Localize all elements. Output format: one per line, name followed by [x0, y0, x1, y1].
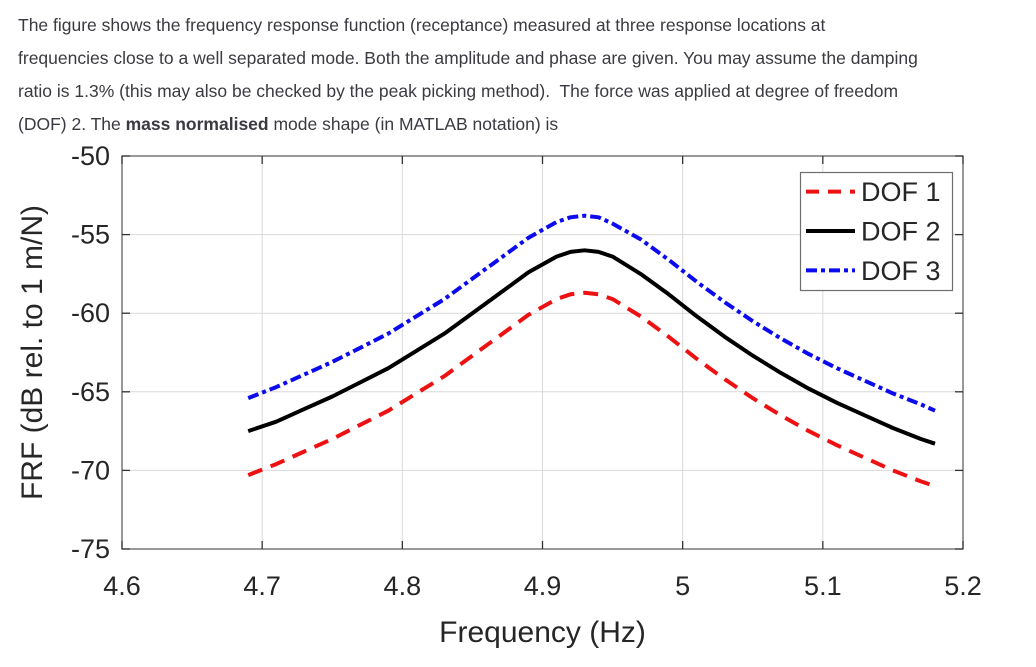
- question-text: The figure shows the frequency response …: [18, 15, 826, 35]
- y-tick-label: -55: [71, 220, 110, 250]
- question-line: ratio is 1.3% (this may also be checked …: [18, 75, 1023, 108]
- frf-chart-figure: 4.6 4.7 4.8 4.9 5 5.1 5.2 -50 -55 -60 -65 -70 -75 Fre…: [0, 140, 1036, 662]
- question-line: (DOF) 2. The mass normalised mode shape …: [18, 108, 1023, 141]
- series-dof-1-line: [247, 290, 936, 488]
- frf-chart-svg: 4.6 4.7 4.8 4.9 5 5.1 5.2 -50 -55 -60 -65 -70 -75 Fre…: [16, 141, 982, 649]
- question-text: (DOF) 2. The: [18, 114, 126, 134]
- question-text: mode shape (in MATLAB notation) is: [268, 114, 559, 134]
- question-paragraph: The figure shows the frequency response …: [18, 9, 1023, 141]
- legend-label-dof-1: DOF 1: [861, 177, 941, 207]
- legend: DOF 1 DOF 2 DOF 3: [799, 171, 954, 292]
- x-tick-label: 5.2: [944, 571, 982, 601]
- legend-label-dof-3: DOF 3: [861, 256, 941, 286]
- x-tick-label: 5.1: [804, 571, 842, 601]
- question-line: The figure shows the frequency response …: [18, 9, 1023, 42]
- y-tick-label: -60: [71, 298, 110, 328]
- x-tick-label: 4.8: [384, 571, 422, 601]
- y-tick-label: -70: [71, 455, 110, 485]
- question-line: frequencies close to a well separated mo…: [18, 42, 1023, 75]
- question-bold-text: mass normalised: [125, 114, 269, 134]
- question-text: ratio is 1.3% (this may also be checked …: [18, 81, 899, 101]
- y-tick-label: -75: [71, 534, 110, 564]
- series-dof-2-line: [247, 248, 936, 446]
- y-axis-label: FRF (dB rel. to 1 m/N): [16, 205, 49, 500]
- series-dof-3-line: [247, 213, 936, 413]
- x-tick-label: 4.9: [524, 571, 562, 601]
- x-tick-label: 5: [675, 571, 690, 601]
- x-tick-label: 4.6: [103, 571, 141, 601]
- x-tick-label: 4.7: [243, 571, 281, 601]
- legend-label-dof-2: DOF 2: [861, 217, 941, 247]
- question-text: frequencies close to a well separated mo…: [18, 48, 918, 68]
- x-axis-label: Frequency (Hz): [439, 616, 646, 649]
- y-tick-label: -50: [71, 141, 110, 171]
- y-tick-label: -65: [71, 377, 110, 407]
